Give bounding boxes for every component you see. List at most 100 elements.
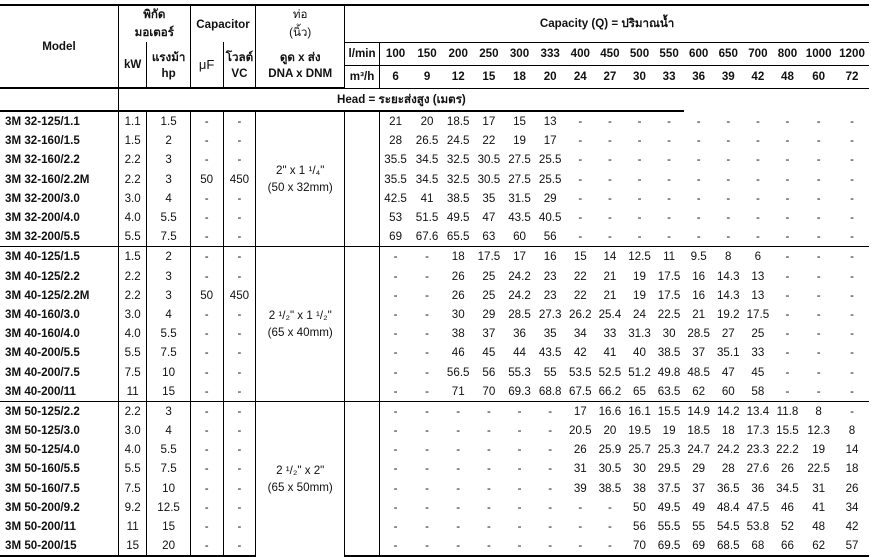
head-value-cell: -	[411, 246, 443, 267]
head-value-cell: 17.5	[657, 269, 681, 283]
head-value-cell: -	[637, 134, 642, 148]
head-value-cell: 36	[751, 481, 765, 495]
model-cell: 3M 40-200/7.5	[0, 362, 119, 382]
head-value-cell: 11.8	[772, 400, 803, 421]
head-value-cell: -	[816, 153, 821, 167]
vc-cell: -	[223, 188, 257, 208]
lmin-value: 650	[713, 42, 744, 66]
head-value-cell: 24.2	[716, 443, 740, 457]
head-value-cell: -	[726, 114, 731, 128]
head-value-cell: -	[696, 230, 701, 244]
lmin-value: 550	[654, 42, 684, 66]
m3h-value: 12	[442, 65, 474, 89]
hp-cell: 10	[146, 362, 191, 382]
head-value-cell: -	[755, 114, 760, 128]
unit-spacer-cell	[344, 111, 380, 132]
uf-cell: -	[190, 150, 224, 170]
head-value-cell: 36.5	[716, 481, 740, 495]
uf-cell: -	[190, 343, 224, 363]
table-row: 3M 50-160/7.5 7.5 10- - - - - - - -39 38.5 38 37.5 37…	[0, 478, 869, 498]
lmin-value: 100	[379, 42, 412, 66]
vc-cell: 450	[223, 285, 257, 305]
unit-spacer-cell	[344, 285, 380, 305]
head-value-cell: -	[393, 424, 398, 438]
vc-cell: -	[223, 343, 257, 363]
model-cell: 3M 50-125/2.2	[0, 400, 119, 421]
dna-header-line2: DNA x DNM	[268, 67, 333, 80]
m3h-value: 27	[595, 65, 625, 89]
head-value-cell: 32.5	[446, 153, 470, 167]
head-value-cell: -	[850, 191, 854, 205]
head-value-cell: -	[456, 520, 461, 534]
m3h-value: 6	[379, 65, 412, 89]
head-value-cell: 13.4	[743, 400, 773, 421]
model-cell: 3M 40-160/4.0	[0, 324, 119, 344]
head-value-cell: -	[850, 365, 854, 379]
head-value-cell: -	[696, 172, 701, 186]
lmin-value: 300	[504, 42, 535, 66]
head-value-cell: 30	[662, 327, 676, 341]
head-value-cell: -	[607, 520, 612, 534]
head-title: Head = ระยะส่งสูง (เมตร)	[118, 88, 684, 112]
kw-cell: 4.0	[118, 324, 148, 344]
uf-cell: -	[190, 246, 224, 267]
head-value-cell: 48.5	[687, 365, 710, 379]
head-value-cell: 69.5	[654, 536, 684, 557]
head-value-cell: 69.3	[508, 384, 531, 398]
head-value-cell: -	[517, 481, 522, 495]
vc-cell: -	[223, 421, 257, 441]
head-value-cell: 16.6	[595, 400, 625, 421]
head-value-cell: 23	[543, 288, 557, 302]
head-value-cell: -	[850, 153, 854, 167]
head-value-cell: 55	[692, 520, 706, 534]
head-value-cell: 20	[420, 115, 434, 129]
head-value-cell: 34.5	[776, 481, 799, 495]
head-value-cell: 57	[835, 536, 869, 557]
head-value-cell: 54.5	[716, 520, 740, 534]
table-row: 3M 40-160/4.0 4.0 5.5- - - -38 37 36 35 34 33 31.3 3…	[0, 324, 869, 344]
head-value-cell: 14	[595, 246, 625, 267]
head-value-cell: -	[565, 536, 596, 557]
head-value-cell: 71	[451, 384, 465, 398]
head-value-cell: 70	[624, 536, 655, 557]
unit-spacer-cell	[344, 459, 380, 479]
head-value-cell: -	[442, 536, 474, 557]
head-value-cell: 43.5	[508, 211, 531, 225]
m3h-value: 48	[772, 65, 803, 89]
table-row: 3M 32-160/2.2M 2.2 3 50 450 35.5 34.5 32.5 30.5 2…	[0, 169, 869, 189]
head-value-cell: 20	[603, 424, 617, 438]
head-value-cell: -	[850, 327, 854, 341]
head-value-cell: 25.5	[538, 172, 562, 186]
model-cell: 3M 32-125/1.1	[0, 111, 119, 132]
pump-rows: 3M 32-125/1.1 1.1 1.5- -2" x 1 ¹/₄" (50 x 32…	[0, 111, 869, 557]
pipe-size-cell: 2 ¹/₂" x 1 ¹/₂" (65 x 40mm)	[255, 246, 346, 402]
head-value-cell: 15.5	[776, 424, 799, 438]
lmin-value: 150	[411, 42, 443, 66]
head-value-cell: -	[379, 246, 412, 267]
head-value-cell: -	[548, 424, 553, 438]
unit-spacer-cell	[344, 169, 380, 189]
head-value-cell: 26	[451, 288, 465, 302]
head-value-cell: 24.5	[446, 134, 470, 148]
table-row: 3M 50-200/11 11 15- - - - - - - - - -56 55.5 55 54.5 53…	[0, 516, 869, 537]
head-value-cell: 17.5	[657, 288, 681, 302]
head-value-cell: 36	[513, 327, 526, 341]
head-value-cell: 35	[543, 327, 557, 341]
head-value-cell: 17.5	[746, 307, 770, 321]
head-value-cell: 24	[633, 307, 646, 321]
head-value-cell: -	[393, 288, 398, 302]
table-row: 3M 40-200/7.5 7.5 10- - - -56.5 56 55.3 55 53.5 52…	[0, 362, 869, 382]
model-cell: 3M 50-200/15	[0, 536, 119, 557]
head-value-cell: -	[850, 230, 854, 244]
head-value-cell: -	[696, 211, 701, 225]
head-value-cell: 21	[389, 115, 403, 129]
kw-cell: 2.2	[118, 400, 148, 421]
head-value-cell: 29	[692, 462, 706, 476]
vc-cell: -	[223, 246, 257, 267]
kw-cell: 1.5	[118, 131, 148, 151]
head-value-cell: -	[755, 230, 760, 244]
head-value-cell: -	[667, 134, 672, 148]
hp-cell: 4	[146, 421, 191, 441]
unit-spacer-cell	[344, 381, 380, 402]
kw-cell: 2.2	[118, 150, 148, 170]
